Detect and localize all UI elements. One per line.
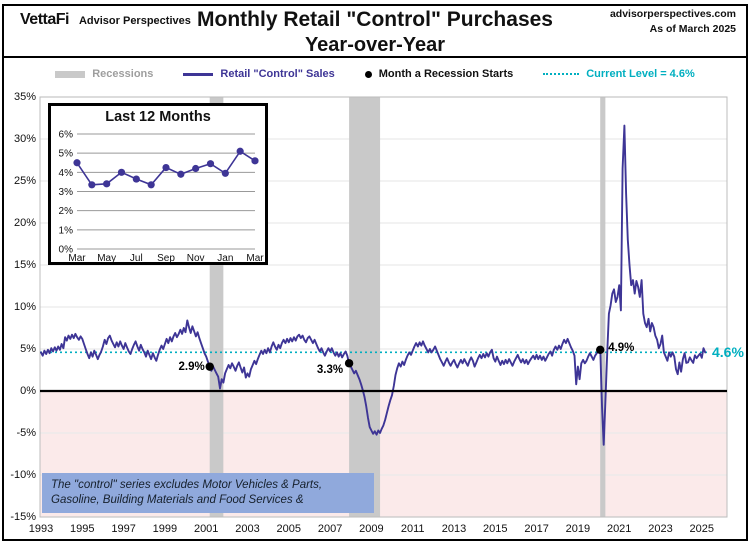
plot-border xyxy=(39,96,728,518)
inset-data-point xyxy=(88,181,96,189)
inset-x-tick: Mar xyxy=(68,253,86,262)
dotted-line-icon xyxy=(543,73,580,75)
inset-x-tick: Sep xyxy=(157,253,175,262)
retail-control-series-line xyxy=(40,124,707,446)
inset-x-tick: Nov xyxy=(187,253,205,262)
inset-data-point xyxy=(132,175,140,183)
inset-y-tick: 3% xyxy=(59,187,74,198)
inset-data-point xyxy=(117,168,126,176)
legend-item-recession-start: Month a Recession Starts xyxy=(364,68,514,80)
inset-data-point xyxy=(251,157,259,165)
recession-start-dot xyxy=(596,345,605,355)
title-line-2: Year-over-Year xyxy=(304,34,446,57)
source-block: advisorperspectives.com As of March 2025 xyxy=(610,7,736,37)
inset-y-tick: 5% xyxy=(59,149,74,160)
legend-recession-start-label: Month a Recession Starts xyxy=(378,68,514,80)
recession-start-dot xyxy=(205,362,214,371)
series-line-icon xyxy=(183,72,214,76)
inset-x-tick: Mar xyxy=(246,253,264,262)
legend-item-current-level: Current Level = 4.6% xyxy=(543,68,695,80)
inset-y-tick: 0% xyxy=(59,245,74,256)
inset-data-point xyxy=(177,170,185,178)
footnote-line-1: The "control" series excludes Motor Vehi… xyxy=(51,479,323,491)
inset-chart-panel: Last 12 Months 6% 5% 4% 3% 2% 1% 0% Mar May Jul Se… xyxy=(48,103,268,265)
recession-start-dot xyxy=(344,359,354,368)
inset-data-point xyxy=(73,159,81,167)
legend: Recessions Retail "Control" Sales Month … xyxy=(0,68,750,80)
inset-y-tick: 6% xyxy=(59,130,74,141)
recession-band xyxy=(600,97,606,517)
recession-start-dot-icon xyxy=(364,70,372,78)
logo-advisor-perspectives: Advisor Perspectives xyxy=(78,15,191,27)
legend-item-recessions: Recessions xyxy=(55,68,153,80)
inset-data-point xyxy=(206,160,215,168)
source-url: advisorperspectives.com xyxy=(609,8,736,20)
inset-data-point xyxy=(192,164,200,173)
as-of-date: As of March 2025 xyxy=(649,23,736,36)
inset-y-tick: 1% xyxy=(59,225,74,236)
header-divider xyxy=(4,56,746,58)
title-line-1: Monthly Retail "Control" Purchases xyxy=(197,8,553,31)
logo: VettaFi Advisor Perspectives xyxy=(20,11,191,29)
legend-item-series: Retail "Control" Sales xyxy=(183,68,335,80)
legend-current-level-label: Current Level = 4.6% xyxy=(586,68,695,80)
inset-title: Last 12 Months xyxy=(105,109,211,125)
inset-data-point xyxy=(147,181,155,189)
inset-data-point xyxy=(221,169,229,177)
logo-vettafi: VettaFi xyxy=(20,11,69,28)
inset-y-tick: 4% xyxy=(59,168,74,179)
inset-data-point xyxy=(162,163,170,172)
legend-series-label: Retail "Control" Sales xyxy=(220,68,335,80)
page-title: Monthly Retail "Control" Purchases Year-… xyxy=(0,7,750,58)
inset-chart: 6%5%4%3%2%1%0%Mar May Jul Sep Nov Jan Mar xyxy=(59,130,265,262)
inset-y-tick: 2% xyxy=(59,206,74,217)
footnote-box: The "control" series excludes Motor Vehi… xyxy=(42,473,374,513)
inset-data-point xyxy=(236,147,244,155)
recession-swatch-icon xyxy=(55,70,86,78)
legend-recessions-label: Recessions xyxy=(92,68,154,80)
inset-x-tick: Jul xyxy=(130,253,143,262)
footnote-line-2: Gasoline, Building Materials and Food Se… xyxy=(51,494,304,507)
recession-band xyxy=(349,97,381,517)
inset-data-point xyxy=(103,180,111,188)
inset-x-tick: Jan xyxy=(217,253,233,262)
inset-x-tick: May xyxy=(97,253,116,262)
